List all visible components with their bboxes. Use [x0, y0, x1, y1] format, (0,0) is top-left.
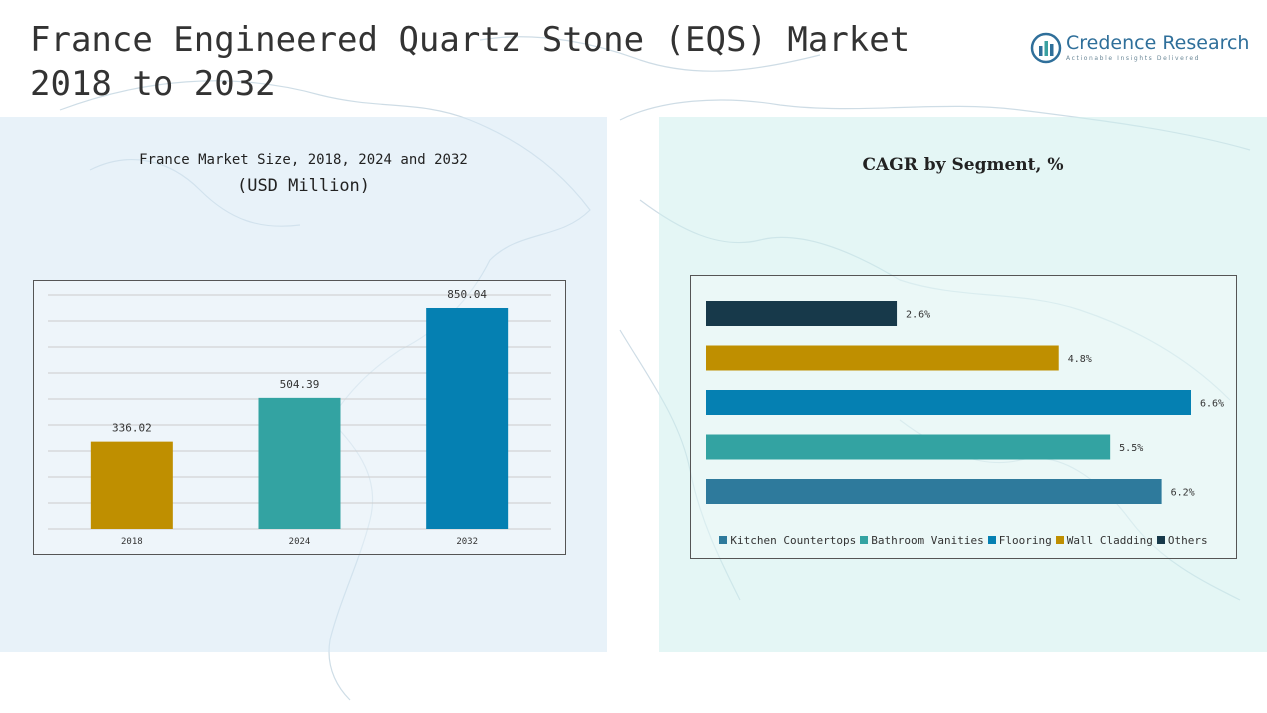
legend-entry: Wall Cladding — [1055, 534, 1153, 547]
x-tick-label: 2032 — [456, 537, 478, 547]
legend-swatch — [987, 536, 996, 544]
bar-2018 — [90, 441, 173, 529]
cagr-panel — [659, 117, 1267, 652]
legend-label: Bathroom Vanities — [871, 534, 984, 547]
x-tick-label: 2018 — [121, 537, 143, 547]
hbar-flooring — [706, 390, 1191, 415]
bar-value-label: 504.39 — [280, 378, 320, 391]
legend-entry: Bathroom Vanities — [860, 534, 984, 547]
cagr-bar-chart: 2.6% 4.8% 6.6% 5.5% 6.2% — [706, 301, 1224, 504]
credence-research-logo: Credence Research Actionable Insights De… — [1030, 30, 1250, 66]
legend-swatch — [719, 536, 728, 544]
bar-value-label: 336.02 — [112, 422, 152, 435]
bar-2032 — [426, 307, 509, 529]
page-title-line1: France Engineered Quartz Stone (EQS) Mar… — [30, 20, 911, 60]
logo-tagline: Actionable Insights Delivered — [1066, 55, 1201, 62]
page-title-line2: 2018 to 2032 — [30, 64, 276, 104]
legend-label: Kitchen Countertops — [730, 534, 857, 547]
hbar-kitchen-countertops — [706, 479, 1162, 504]
x-tick-label: 2024 — [289, 537, 311, 547]
legend-swatch — [860, 536, 869, 544]
cagr-chart-title: CAGR by Segment, % — [862, 155, 1064, 175]
hbar-bathroom-vanities — [706, 434, 1111, 460]
legend-label: Wall Cladding — [1066, 534, 1153, 547]
cagr-chart: 2.6% 4.8% 6.6% 5.5% 6.2% Kitchen Countertops… — [690, 275, 1237, 559]
legend-entry: Others — [1156, 534, 1208, 547]
legend-entry: Flooring — [987, 534, 1052, 547]
market-size-chart-title: France Market Size, 2018, 2024 and 2032 — [139, 152, 468, 168]
hbar-value-label: 4.8% — [1068, 354, 1092, 365]
page-title: France Engineered Quartz Stone (EQS) Mar… — [30, 18, 930, 106]
legend-swatch — [1156, 536, 1165, 544]
hbar-value-label: 6.6% — [1200, 399, 1224, 410]
market-size-chart: 336.02 2018 504.39 2024 850.04 2032 — [33, 280, 566, 555]
bar-value-label: 850.04 — [447, 288, 487, 301]
legend-entry: Kitchen Countertops — [719, 534, 856, 547]
bar-chart-globe-icon — [1030, 32, 1062, 64]
logo-name: Credence Research — [1066, 32, 1250, 54]
market-size-bar-chart: 336.02 2018 504.39 2024 850.04 2032 — [48, 288, 551, 547]
cagr-legend: Kitchen Countertops Bathroom Vanities Floo… — [691, 534, 1236, 547]
hbar-value-label: 5.5% — [1119, 443, 1143, 454]
bar-2024 — [258, 397, 341, 529]
hbar-others — [706, 301, 898, 326]
legend-swatch — [1055, 536, 1064, 544]
legend-label: Flooring — [998, 534, 1052, 547]
hbar-value-label: 6.2% — [1171, 488, 1195, 499]
legend-label: Others — [1167, 534, 1208, 547]
hbar-value-label: 2.6% — [906, 310, 930, 321]
market-size-chart-subtitle: (USD Million) — [236, 176, 371, 196]
hbar-wall-cladding — [706, 345, 1059, 371]
